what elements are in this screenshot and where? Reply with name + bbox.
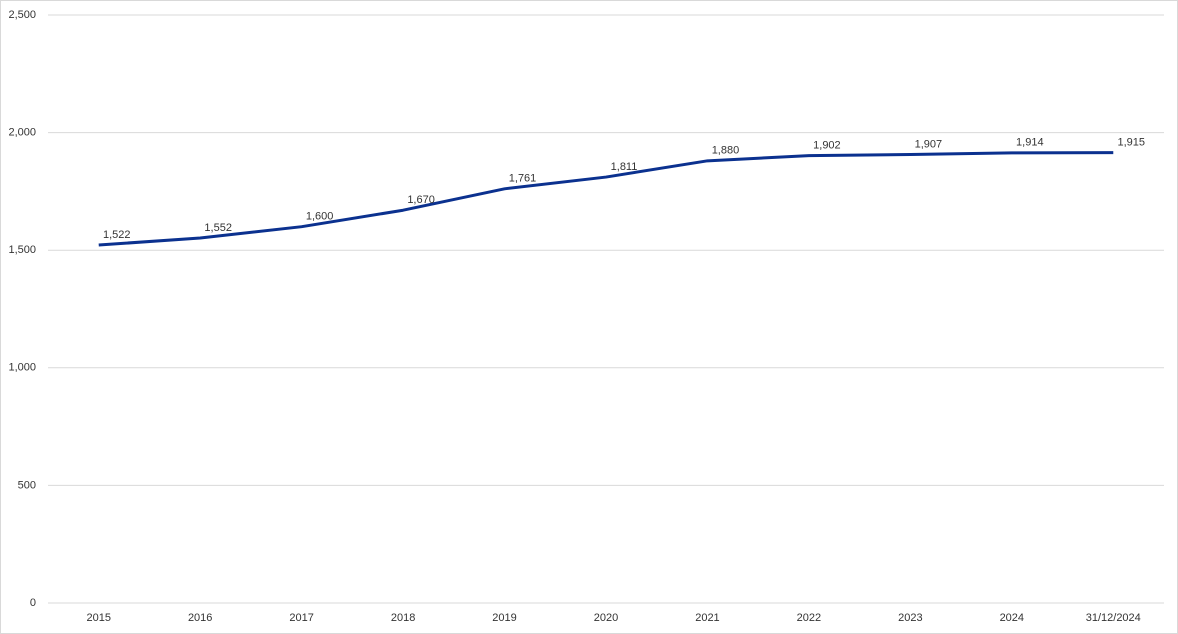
data-label: 1,880 — [712, 145, 740, 157]
x-tick-label: 31/12/2024 — [1086, 612, 1141, 624]
x-tick-label: 2024 — [1000, 612, 1024, 624]
data-label: 1,914 — [1016, 137, 1044, 149]
x-tick-label: 2016 — [188, 612, 212, 624]
data-label: 1,552 — [204, 222, 232, 234]
x-tick-label: 2019 — [492, 612, 516, 624]
x-tick-label: 2020 — [594, 612, 618, 624]
data-label: 1,811 — [611, 161, 638, 173]
x-tick-label: 2015 — [86, 612, 110, 624]
y-tick-label: 1,000 — [8, 362, 36, 374]
data-label: 1,761 — [509, 173, 537, 185]
data-label: 1,670 — [407, 194, 435, 206]
y-tick-label: 500 — [18, 479, 36, 491]
x-tick-label: 2018 — [391, 612, 415, 624]
data-label: 1,915 — [1118, 136, 1146, 148]
data-label: 1,522 — [103, 229, 131, 241]
x-tick-label: 2017 — [289, 612, 313, 624]
y-tick-label: 2,500 — [8, 9, 36, 21]
x-tick-label: 2022 — [797, 612, 821, 624]
y-tick-label: 2,000 — [8, 127, 36, 139]
data-line — [98, 151, 1114, 247]
x-tick-label: 2023 — [898, 612, 922, 624]
data-label: 1,600 — [306, 211, 334, 223]
data-label: 1,907 — [915, 138, 943, 150]
y-tick-label: 0 — [30, 597, 36, 609]
x-tick-label: 2021 — [695, 612, 719, 624]
data-label: 1,902 — [813, 140, 841, 152]
y-tick-label: 1,500 — [8, 244, 36, 256]
